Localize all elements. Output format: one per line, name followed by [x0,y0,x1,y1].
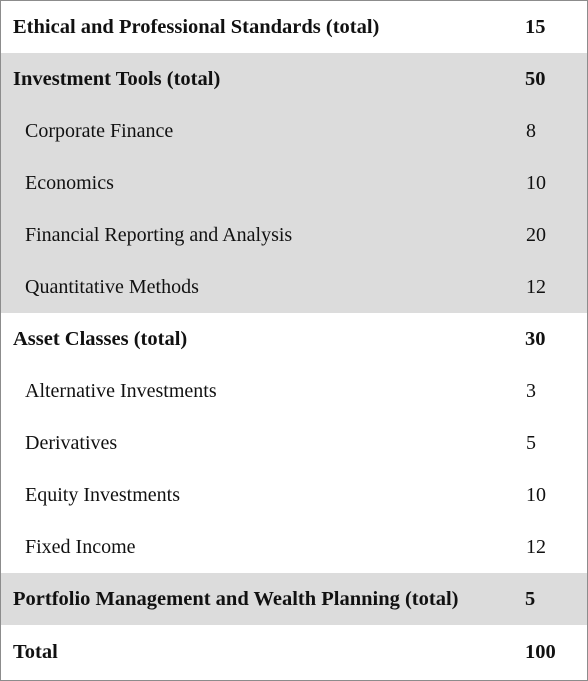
row-fixed-income: Fixed Income 12 [1,521,587,573]
row-ethical-standards: Ethical and Professional Standards (tota… [1,1,587,53]
topic-cell: Alternative Investments [25,379,217,402]
weight-cell: 12 [526,535,546,558]
row-asset-classes: Asset Classes (total) 30 [1,313,587,365]
topic-cell: Investment Tools (total) [1,53,522,105]
row-equity-investments: Equity Investments 10 [1,469,587,521]
weight-cell: 12 [522,261,587,313]
weight-cell: 10 [526,483,546,506]
topic-cell: Equity Investments [25,483,180,506]
row-derivatives: Derivatives 5 [1,417,587,469]
weight-cell: 30 [525,327,546,350]
topic-cell: Asset Classes (total) [13,327,188,350]
weight-cell: 5 [526,431,536,454]
weight-cell: 3 [526,379,536,402]
topic-cell: Portfolio Management and Wealth Planning… [1,573,522,625]
row-alternative-investments: Alternative Investments 3 [1,365,587,417]
topic-cell: Quantitative Methods [1,261,522,313]
topic-cell: Total [13,641,58,663]
row-corporate-finance: Corporate Finance 8 [1,105,587,157]
row-investment-tools: Investment Tools (total) 50 [1,53,587,105]
topic-cell: Financial Reporting and Analysis [1,209,522,261]
row-quantitative-methods: Quantitative Methods 12 [1,261,587,313]
row-total: Total 100 [1,625,587,680]
row-portfolio-management: Portfolio Management and Wealth Planning… [1,573,587,625]
weight-cell: 5 [522,573,587,625]
weight-cell: 20 [522,209,587,261]
topic-cell: Ethical and Professional Standards (tota… [13,15,380,38]
weight-cell: 15 [525,15,546,38]
topic-cell: Fixed Income [25,535,136,558]
topic-cell: Derivatives [25,431,118,454]
weight-cell: 100 [525,641,556,663]
topic-cell: Economics [1,157,522,209]
row-economics: Economics 10 [1,157,587,209]
weight-cell: 8 [522,105,587,157]
topic-cell: Corporate Finance [1,105,522,157]
row-financial-reporting: Financial Reporting and Analysis 20 [1,209,587,261]
weight-cell: 50 [522,53,587,105]
weight-cell: 10 [522,157,587,209]
